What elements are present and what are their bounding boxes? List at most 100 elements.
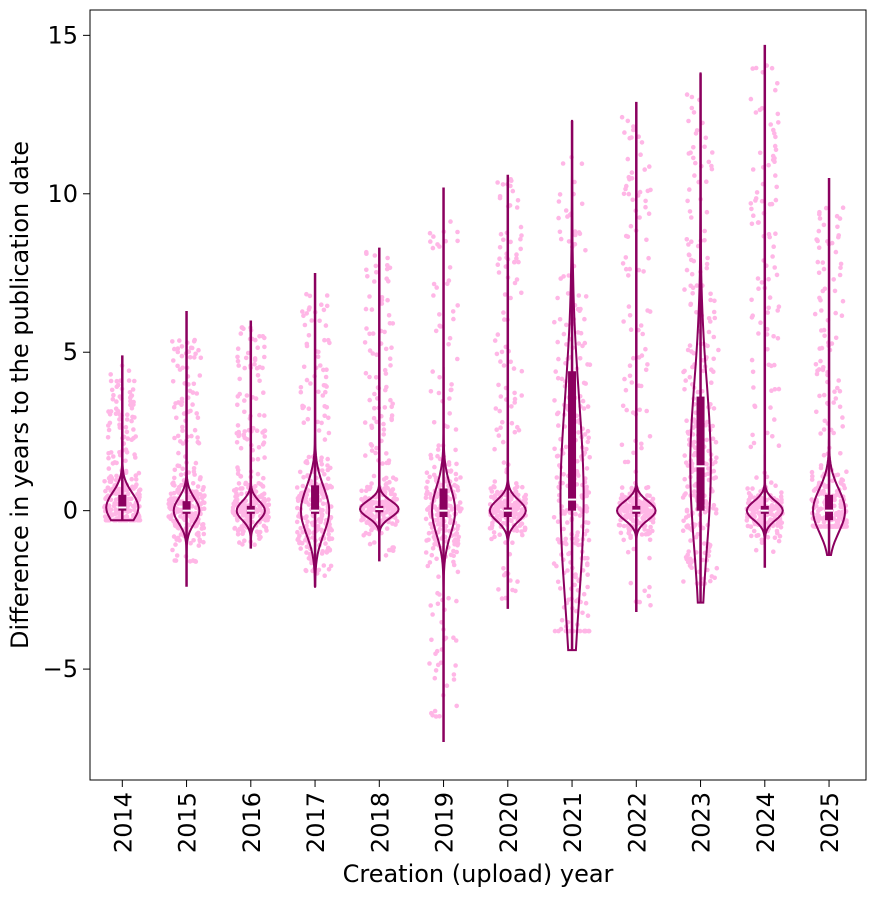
points-2017: [294, 291, 335, 578]
strip-point: [776, 304, 782, 310]
violin-2017: [299, 273, 331, 588]
strip-point: [307, 293, 313, 299]
strip-point: [755, 276, 761, 281]
strip-point: [383, 553, 389, 558]
strip-point: [390, 321, 396, 326]
strip-point: [823, 205, 829, 211]
strip-point: [430, 546, 436, 551]
strip-point: [428, 603, 434, 608]
strip-point: [555, 375, 561, 381]
strip-point: [180, 441, 186, 446]
strip-point: [325, 467, 331, 473]
strip-point: [496, 587, 501, 592]
strip-point: [133, 473, 139, 478]
strip-point: [689, 94, 695, 100]
strip-point: [432, 464, 437, 470]
strip-point: [316, 389, 321, 395]
strip-point: [379, 295, 385, 300]
strip-point: [108, 372, 113, 377]
strip-point: [127, 501, 133, 507]
strip-point: [621, 537, 626, 543]
strip-point: [255, 471, 261, 477]
strip-point: [706, 329, 712, 335]
strip-point: [495, 262, 501, 268]
strip-point: [702, 228, 707, 234]
strip-point: [769, 480, 774, 485]
strip-point: [427, 474, 433, 480]
strip-point: [197, 538, 203, 544]
strip-point: [815, 512, 820, 517]
strip-point: [767, 202, 773, 207]
strip-point: [448, 469, 453, 474]
strip-point: [113, 477, 119, 483]
strip-point: [423, 495, 429, 501]
strip-point: [238, 486, 243, 491]
strip-point: [369, 307, 375, 312]
strip-point: [446, 342, 451, 347]
strip-point: [772, 387, 778, 392]
strip-point: [242, 365, 247, 371]
strip-point: [450, 309, 456, 314]
strip-point: [385, 263, 390, 268]
violin-shape-2024: [745, 454, 784, 548]
strip-point: [300, 483, 306, 489]
strip-point: [240, 325, 245, 330]
strip-point: [775, 81, 780, 86]
strip-point: [490, 520, 495, 526]
strip-point: [691, 350, 696, 356]
strip-point: [687, 374, 693, 380]
strip-point: [776, 120, 781, 125]
strip-point: [369, 527, 374, 533]
strip-point: [443, 635, 449, 641]
x-tick-label: 2017: [302, 792, 330, 853]
strip-point: [625, 118, 631, 124]
strip-point: [818, 431, 823, 436]
strip-point: [767, 511, 773, 517]
strip-point: [492, 534, 497, 540]
strip-point: [627, 363, 633, 369]
strip-point: [689, 565, 694, 570]
strip-point: [643, 204, 648, 210]
strip-point: [583, 248, 588, 253]
strip-point: [432, 675, 438, 681]
strip-point: [573, 232, 578, 238]
strip-point: [424, 491, 429, 497]
strip-point: [691, 439, 697, 445]
strip-point: [305, 416, 311, 422]
strip-point: [774, 184, 779, 190]
strip-point: [437, 714, 442, 719]
strip-point: [326, 567, 332, 572]
strip-point: [832, 288, 838, 294]
strip-point: [819, 308, 824, 313]
strip-point: [631, 355, 636, 361]
strip-point: [514, 252, 519, 257]
strip-point: [501, 460, 507, 465]
strip-point: [257, 378, 262, 384]
strip-point: [384, 266, 390, 272]
strip-point: [750, 369, 756, 375]
strip-point: [318, 363, 323, 368]
strip-point: [235, 354, 240, 360]
strip-point: [433, 668, 439, 673]
strip-point: [253, 489, 259, 494]
strip-point: [709, 380, 714, 386]
strip-point: [318, 519, 323, 524]
strip-point: [749, 297, 754, 303]
strip-point: [196, 543, 202, 548]
strip-point: [748, 201, 754, 206]
strip-point: [773, 231, 778, 236]
x-axis: 2014 2015 2016 2017 2018 2019 2020 2021 2022 2023…: [109, 780, 844, 853]
strip-point: [301, 364, 307, 370]
strip-point: [641, 269, 646, 274]
violin-shape-2020: [488, 447, 527, 553]
strip-point: [238, 474, 244, 479]
strip-point: [373, 263, 379, 269]
strip-point: [772, 155, 777, 161]
strip-point: [180, 466, 185, 472]
strip-point: [770, 434, 775, 439]
strip-point: [512, 396, 518, 402]
strip-point: [132, 452, 137, 457]
strip-point: [572, 179, 577, 185]
strip-point: [702, 541, 707, 546]
strip-point: [385, 297, 390, 303]
